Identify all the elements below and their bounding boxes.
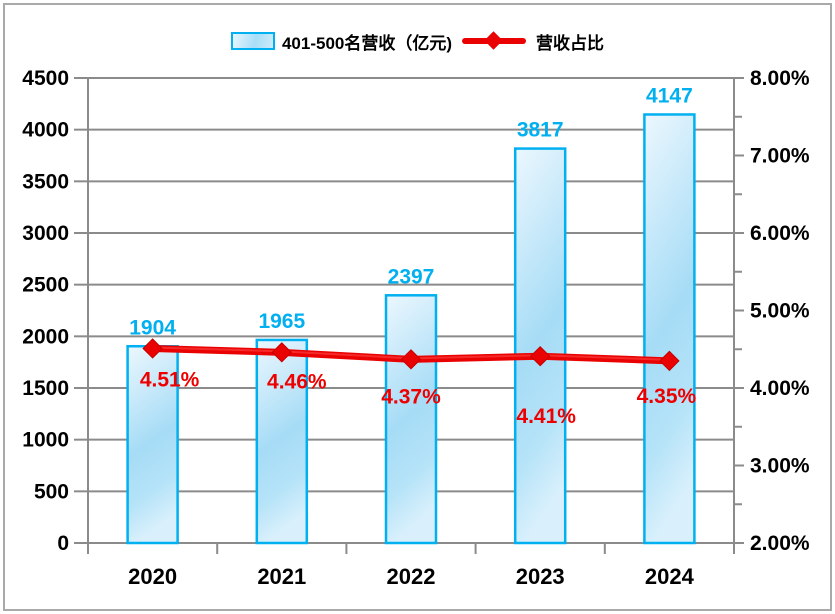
y-axis-right-tick-label: 7.00% [750, 145, 810, 168]
line-marker-2022[interactable] [400, 349, 422, 370]
pct-data-label: 4.35% [637, 385, 697, 408]
y-axis-left-tick-label: 3500 [22, 170, 69, 193]
bar-value-label: 3817 [517, 119, 564, 142]
y-axis-right-tick-label: 8.00% [750, 67, 810, 90]
bar-2022[interactable] [384, 294, 438, 545]
legend-bar-swatch-icon[interactable] [230, 32, 275, 50]
legend-line-label: 营收占比 [536, 33, 605, 53]
y-axis-right-tick-label: 3.00% [750, 455, 810, 478]
y-axis-right-tick-label: 5.00% [750, 300, 810, 323]
y-axis-right-tick-label: 4.00% [750, 377, 810, 400]
pct-data-label: 4.51% [140, 368, 200, 391]
bar-2024[interactable] [643, 113, 696, 545]
bar-2023[interactable] [513, 147, 567, 545]
y-axis-left-tick-label: 2000 [22, 325, 69, 348]
line-marker-2024[interactable] [659, 350, 680, 372]
pct-data-label: 4.46% [267, 370, 327, 393]
bar-value-label: 1904 [129, 316, 176, 339]
legend-bar-label: 401-500名营收（亿元) [281, 33, 453, 53]
line-marker-2021[interactable] [271, 342, 293, 363]
y-axis-right-tick-label: 2.00% [750, 532, 810, 555]
y-axis-left-tick-label: 4000 [22, 119, 69, 142]
legend: 401-500名营收（亿元) 营收占比 [0, 29, 835, 53]
y-axis-left-tick-label: 1000 [22, 429, 69, 452]
y-axis-left-tick-label: 0 [57, 532, 69, 555]
bar-value-label: 1965 [258, 310, 305, 333]
y-axis-left-tick-label: 4500 [22, 67, 69, 90]
y-axis-left-tick-label: 2500 [22, 274, 69, 297]
line-marker-2020[interactable] [142, 338, 163, 359]
x-axis-category-label: 2022 [387, 564, 436, 589]
legend-line-marker-icon[interactable] [462, 31, 527, 50]
y-axis-left-tick-label: 500 [34, 480, 69, 503]
x-axis-category-label: 2023 [516, 564, 565, 589]
line-marker-2023[interactable] [529, 346, 551, 367]
pct-data-label: 4.37% [381, 385, 441, 408]
pct-data-label: 4.41% [516, 405, 576, 428]
bar-2021[interactable] [255, 338, 309, 545]
bar-value-label: 2397 [388, 265, 435, 288]
bar-2020[interactable] [126, 345, 179, 545]
y-axis-right-tick-label: 6.00% [750, 222, 810, 245]
x-axis-category-label: 2021 [257, 564, 306, 589]
y-axis-left-tick-label: 1500 [22, 377, 69, 400]
bar-value-label: 4147 [646, 84, 693, 107]
x-axis-category-label: 2024 [645, 564, 695, 589]
y-axis-left-tick-label: 3000 [22, 222, 69, 245]
x-axis-category-label: 2020 [128, 564, 177, 589]
